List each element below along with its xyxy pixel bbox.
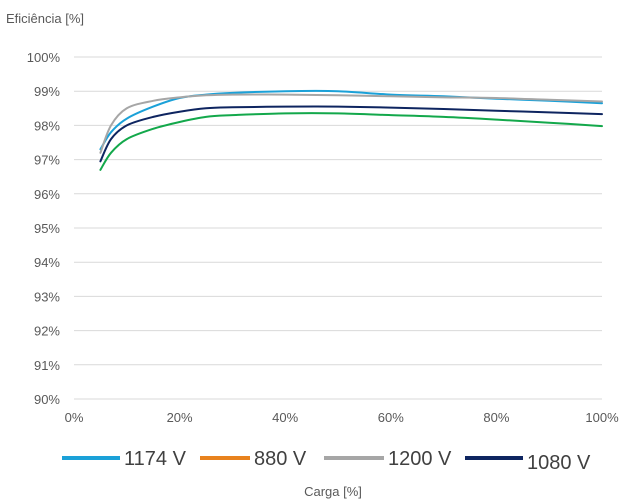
y-tick-label: 93% [34, 289, 60, 304]
y-tick-label: 99% [34, 84, 60, 99]
series-line [99, 112, 603, 171]
legend-label: 1080 V [527, 452, 591, 474]
y-tick-label: 98% [34, 118, 60, 133]
x-axis-title: Carga [%] [304, 484, 362, 499]
series-line [99, 105, 603, 163]
series-line [99, 93, 603, 154]
legend-label: 880 V [254, 448, 307, 470]
y-tick-label: 96% [34, 187, 60, 202]
legend: 1174 V 880 V 1200 V 1080 V [62, 448, 591, 474]
x-tick-label: 100% [585, 410, 619, 425]
y-tick-label: 95% [34, 221, 60, 236]
x-tick-label: 80% [483, 410, 509, 425]
legend-label: 1174 V [124, 448, 187, 470]
x-tick-label: 60% [378, 410, 404, 425]
legend-label: 1200 V [388, 448, 452, 470]
x-tick-label: 40% [272, 410, 298, 425]
y-tick-label: 90% [34, 392, 60, 407]
x-tick-label: 20% [167, 410, 193, 425]
y-tick-label: 97% [34, 153, 60, 168]
y-tick-label: 94% [34, 255, 60, 270]
y-tick-labels: 90% 91% 92% 93% 94% 95% 96% 97% 98% 99% 100% [27, 50, 61, 407]
y-tick-label: 91% [34, 358, 60, 373]
x-tick-labels: 0% 20% 40% 60% 80% 100% [65, 410, 619, 425]
y-tick-label: 92% [34, 324, 60, 339]
series-lines [99, 89, 603, 171]
x-tick-label: 0% [65, 410, 84, 425]
y-axis-title: Eficiência [%] [6, 11, 84, 26]
y-tick-label: 100% [27, 50, 61, 65]
gridlines [74, 56, 602, 400]
